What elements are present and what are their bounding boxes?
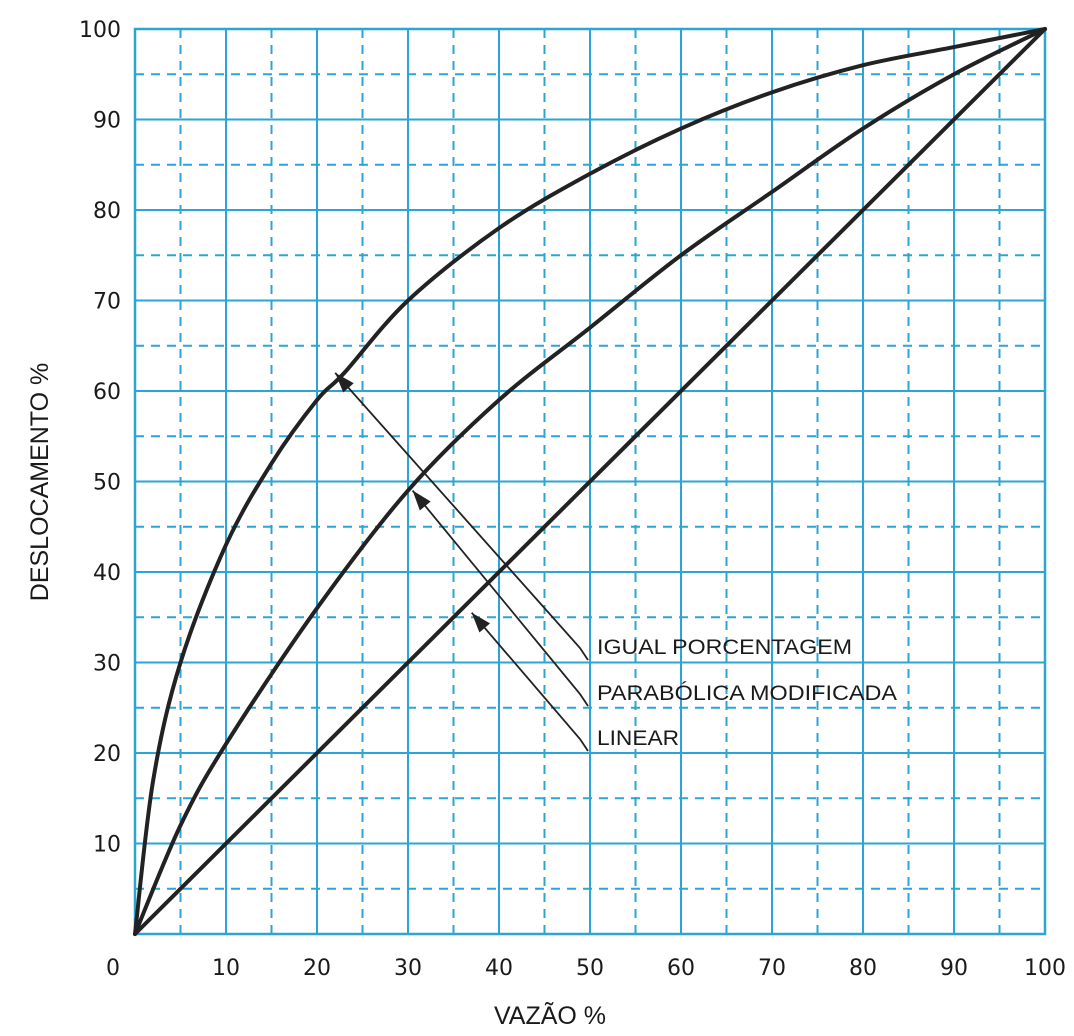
x-tick-label-50: 50 [576,956,604,981]
series-linear [133,27,1047,936]
series-parabolica-modificada [133,27,1047,936]
arrowhead-linear [471,612,491,633]
y-axis-title: DESLOCAMENTO % [26,363,54,601]
y-tick-label-40: 40 [93,561,121,586]
plot-frame [133,27,1047,936]
x-tick-label-0: 0 [106,956,120,981]
y-tick-label-90: 90 [93,109,121,134]
series-group [133,27,1047,936]
y-tick-label-60: 60 [93,380,121,405]
y-tick-label-100: 100 [79,18,121,43]
leader-line-linear [471,612,589,752]
annotations: IGUAL PORCENTAGEM PARABÓLICA MODIFICADA LI… [334,372,897,752]
x-tick-label-90: 90 [940,956,968,981]
x-tick-label-10: 10 [212,956,240,981]
series-igual-porcentagem [133,27,1047,936]
leader-line-igual-porcentagem [334,372,589,661]
y-tick-label-80: 80 [93,199,121,224]
arrowhead-igual-porcentagem [335,372,354,393]
x-tick-label-20: 20 [303,956,331,981]
y-tick-label-50: 50 [93,471,121,496]
annotation-label-igual-porcentagem: IGUAL PORCENTAGEM [597,636,852,659]
x-tick-label-60: 60 [667,956,695,981]
x-tick-label-40: 40 [485,956,513,981]
arrowhead-parabolica-modificada [412,490,431,511]
y-tick-label-20: 20 [93,742,121,767]
annotation-label-parabolica-modificada: PARABÓLICA MODIFICADA [597,682,897,705]
y-tick-label-30: 30 [93,652,121,677]
x-tick-labels: 0 10 20 30 40 50 60 70 80 90 100 [106,956,1066,981]
x-axis-title: VAZÃO % [494,1001,606,1030]
y-tick-label-70: 70 [93,290,121,315]
y-tick-label-10: 10 [93,833,121,858]
x-tick-label-80: 80 [849,956,877,981]
x-tick-label-70: 70 [758,956,786,981]
x-tick-label-100: 100 [1024,956,1066,981]
x-tick-label-30: 30 [394,956,422,981]
y-tick-labels: 10 20 30 40 50 60 70 80 90 100 [79,18,121,858]
leader-line-parabolica-modificada [411,489,589,707]
grid [134,28,1046,935]
annotation-label-linear: LINEAR [597,727,679,750]
